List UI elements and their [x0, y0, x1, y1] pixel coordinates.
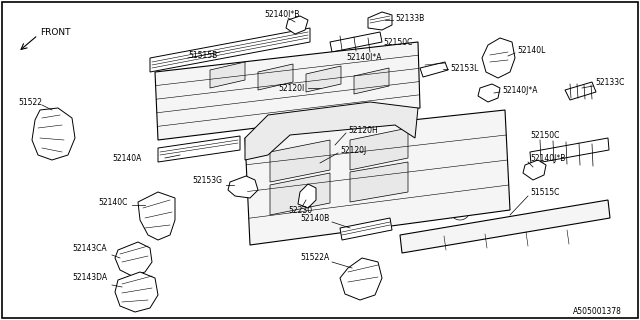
Polygon shape: [115, 242, 152, 276]
Polygon shape: [270, 140, 330, 182]
Polygon shape: [330, 32, 382, 52]
Text: 52140I*B: 52140I*B: [264, 10, 300, 19]
Polygon shape: [258, 64, 293, 90]
Polygon shape: [138, 192, 175, 240]
Text: 51522A: 51522A: [301, 253, 330, 262]
Text: 51515B: 51515B: [188, 51, 217, 60]
Polygon shape: [270, 173, 330, 215]
Polygon shape: [400, 200, 610, 253]
Polygon shape: [286, 16, 308, 34]
Text: 52150C: 52150C: [383, 37, 412, 46]
Text: 52153L: 52153L: [450, 63, 478, 73]
Polygon shape: [523, 160, 546, 180]
Polygon shape: [158, 136, 240, 162]
Text: 52133B: 52133B: [395, 13, 424, 22]
Polygon shape: [350, 128, 408, 170]
Text: 52140J*B: 52140J*B: [530, 154, 565, 163]
Text: 52140B: 52140B: [301, 213, 330, 222]
Text: 52143CA: 52143CA: [72, 244, 107, 252]
Polygon shape: [340, 218, 392, 240]
Polygon shape: [565, 82, 596, 100]
Text: 51522: 51522: [18, 98, 42, 107]
Polygon shape: [420, 62, 448, 77]
Text: 52120I: 52120I: [279, 84, 305, 92]
Polygon shape: [368, 12, 392, 30]
Text: 52140A: 52140A: [112, 154, 141, 163]
Text: 52143DA: 52143DA: [72, 274, 107, 283]
Polygon shape: [32, 108, 75, 160]
Text: 52140L: 52140L: [517, 45, 545, 54]
Text: 52140J*A: 52140J*A: [502, 85, 538, 94]
Polygon shape: [298, 184, 316, 208]
Polygon shape: [354, 68, 389, 94]
Text: 52133C: 52133C: [595, 77, 625, 86]
Text: 52120H: 52120H: [348, 125, 378, 134]
Text: 52140I*A: 52140I*A: [346, 52, 381, 61]
Polygon shape: [115, 272, 158, 312]
Polygon shape: [530, 138, 609, 164]
Text: 52120J: 52120J: [340, 146, 366, 155]
Text: 51515C: 51515C: [530, 188, 559, 196]
Polygon shape: [228, 176, 258, 198]
Polygon shape: [478, 84, 500, 102]
Polygon shape: [306, 66, 341, 92]
Polygon shape: [155, 42, 420, 140]
Polygon shape: [210, 62, 245, 88]
Polygon shape: [245, 110, 510, 245]
Polygon shape: [350, 162, 408, 202]
Polygon shape: [245, 102, 418, 160]
Polygon shape: [150, 28, 310, 72]
Text: A505001378: A505001378: [573, 308, 622, 316]
Text: 52140C: 52140C: [98, 197, 127, 206]
Text: 52150C: 52150C: [530, 131, 559, 140]
Polygon shape: [340, 258, 382, 300]
Text: 52230: 52230: [288, 205, 312, 214]
Text: 52153G: 52153G: [192, 175, 222, 185]
Polygon shape: [482, 38, 515, 78]
Text: FRONT: FRONT: [40, 28, 70, 36]
Polygon shape: [320, 54, 342, 72]
